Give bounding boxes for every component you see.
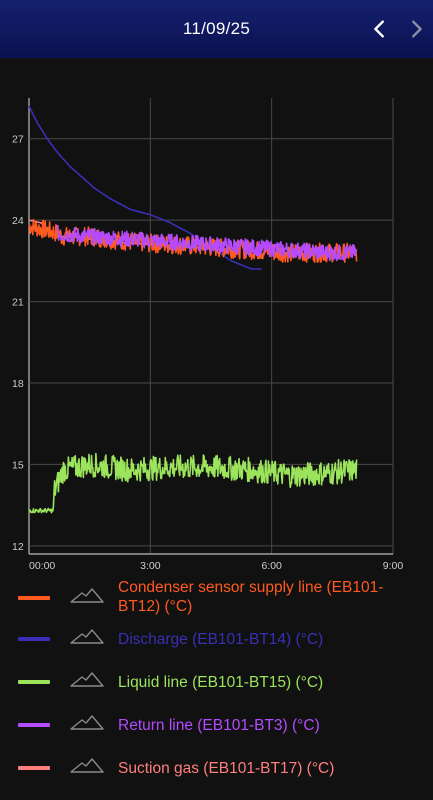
temperature-chart: 00:00 3:00 6:00 9:00 12 15 18 21 24 27 [12,98,403,572]
x-tick-label: 3:00 [140,560,161,572]
legend-item[interactable]: Suction gas (EB101-BT17) (°C) [0,749,433,792]
series-band [28,452,358,514]
legend-color-swatch [18,596,50,600]
date-label: 11/09/25 [182,19,251,38]
x-tick-label: 6:00 [261,560,282,572]
chart-ticks: 00:00 3:00 6:00 9:00 12 15 18 21 24 27 [12,134,403,572]
chart-series [28,105,358,514]
header-bar: 11/09/25 [0,0,433,58]
y-tick-label: 12 [12,541,24,553]
legend-color-swatch [18,637,50,641]
legend-item[interactable]: Return line (EB101-BT3) (°C) [0,706,433,749]
legend-item[interactable]: Liquid line (EB101-BT15) (°C) [0,663,433,706]
legend-label: Liquid line (EB101-BT15) (°C) [118,674,324,691]
legend-color-swatch [18,680,50,684]
chart-legend: Condenser sensor supply line (EB101-BT12… [0,576,433,792]
chevron-right-icon [412,20,422,38]
mountain-icon[interactable] [70,671,104,687]
x-tick-label: 00:00 [29,560,55,572]
legend-label: Discharge (EB101-BT14) (°C) [118,631,324,648]
mountain-icon[interactable] [70,628,104,644]
legend-color-swatch [18,766,50,770]
mountain-icon[interactable] [70,757,104,773]
next-day-button[interactable] [399,12,433,46]
chevron-left-icon [374,20,384,38]
previous-day-button[interactable] [363,12,397,46]
legend-label: Condenser sensor supply line (EB101-BT12… [118,579,384,615]
series-band [56,225,358,262]
y-tick-label: 18 [12,378,24,390]
x-tick-label: 9:00 [383,560,404,572]
legend-label: Return line (EB101-BT3) (°C) [118,717,320,734]
y-tick-label: 24 [12,215,24,227]
chart-grid [28,98,394,555]
mountain-icon[interactable] [70,587,104,603]
legend-item[interactable]: Condenser sensor supply line (EB101-BT12… [0,576,433,620]
legend-color-swatch [18,723,50,727]
y-tick-label: 15 [12,459,24,471]
y-tick-label: 21 [12,297,24,309]
legend-label: Suction gas (EB101-BT17) (°C) [118,760,335,777]
legend-item[interactable]: Discharge (EB101-BT14) (°C) [0,620,433,663]
mountain-icon[interactable] [70,714,104,730]
y-tick-label: 27 [12,134,24,146]
